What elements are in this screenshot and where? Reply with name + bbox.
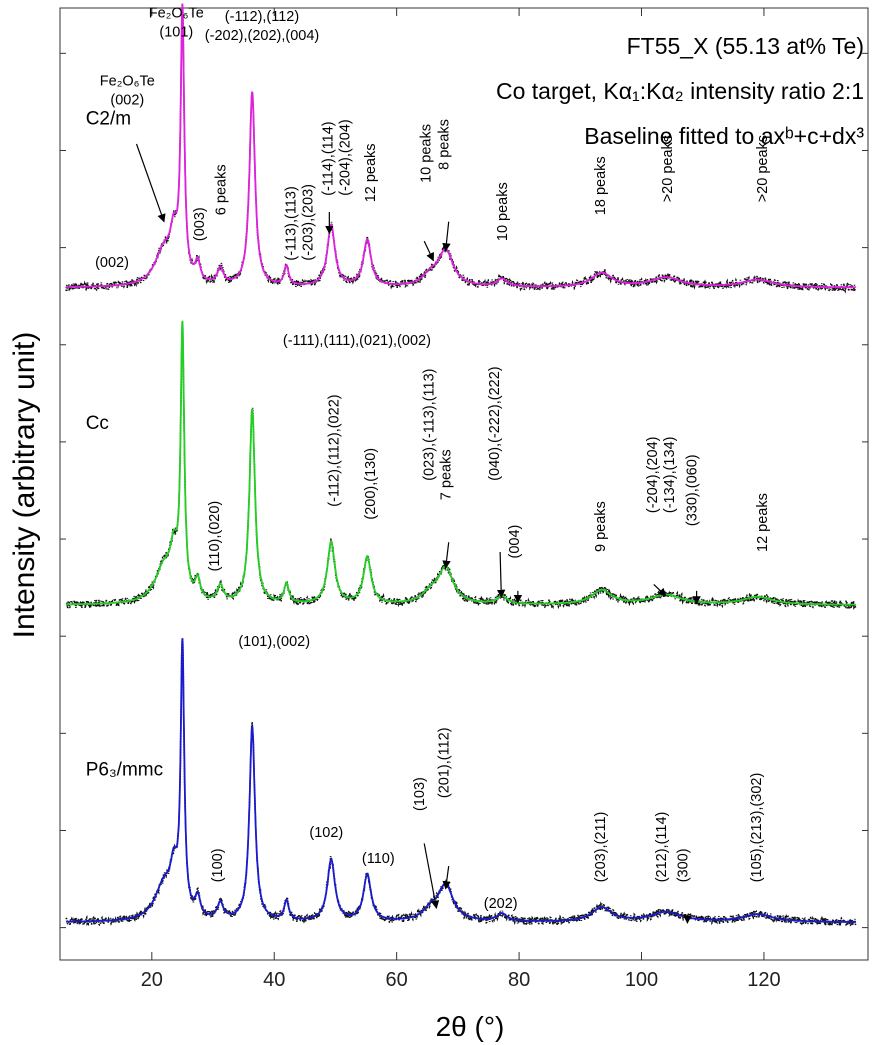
peak-annotation: 6 peaks bbox=[213, 164, 229, 215]
group-labels-layer: C2/m Cc P6₃/mmc bbox=[86, 109, 163, 781]
phase-group-label: C2/m bbox=[86, 109, 131, 130]
annotation-arrow bbox=[496, 551, 506, 599]
peak-annotation: (330),(060) bbox=[685, 454, 701, 526]
peak-annotation: (101),(002) bbox=[238, 634, 310, 650]
peak-annotation: 7 peaks bbox=[439, 449, 455, 500]
x-tick-label: 120 bbox=[747, 969, 780, 991]
peak-annotation: (003) bbox=[192, 207, 208, 241]
fit-line bbox=[66, 3, 856, 289]
peak-annotation: 8 peaks bbox=[437, 119, 453, 170]
peak-annotation: (212),(114) bbox=[654, 812, 670, 883]
peak-annotation: (004) bbox=[507, 525, 523, 559]
fit-line bbox=[66, 320, 856, 606]
fit-line bbox=[66, 638, 856, 923]
phase-group-label: P6₃/mmc bbox=[86, 759, 163, 780]
peak-annotation: Fe₂O₆Te (101) bbox=[149, 6, 204, 41]
peak-annotation: Fe₂O₆Te (002) bbox=[100, 74, 155, 109]
annotation-arrow bbox=[135, 143, 166, 223]
peak-annotation: (110),(020) bbox=[207, 501, 223, 572]
peak-annotation: (203),(211) bbox=[593, 812, 609, 883]
annotation-arrow bbox=[653, 583, 667, 597]
peak-annotation: (-112),(112) (-202),(202),(004) bbox=[205, 9, 319, 44]
peak-annotation: 18 peaks bbox=[593, 156, 609, 215]
peak-annotation: 9 peaks bbox=[593, 501, 609, 552]
peak-annotation: (102) bbox=[309, 825, 343, 841]
annotation-arrows-layer bbox=[135, 143, 701, 924]
peak-annotation: (201),(112) bbox=[437, 727, 453, 798]
plot-frame bbox=[59, 7, 869, 961]
series-layer bbox=[65, 3, 857, 929]
peak-annotation: (-111),(111),(021),(002) bbox=[283, 333, 431, 349]
series-group bbox=[65, 3, 857, 294]
peak-annotation: (002) bbox=[95, 255, 129, 271]
x-axis-title: 2θ (°) bbox=[436, 1011, 505, 1042]
peak-annotation: (-113),(113)(-203),(203) bbox=[284, 184, 317, 261]
phase-group-label: Cc bbox=[86, 413, 109, 434]
peak-annotation: (-114),(114)(-204),(204) bbox=[320, 119, 353, 196]
peak-annotation: (105),(213),(302) bbox=[749, 773, 765, 883]
peak-annotation: >20 peaks bbox=[755, 135, 771, 202]
peak-annotation: >20 peaks bbox=[660, 135, 676, 202]
peak-annotation: (-204),(204)(-134),(134) bbox=[645, 437, 678, 514]
annotation-arrow bbox=[442, 221, 451, 252]
peak-annotation: (100) bbox=[210, 848, 226, 882]
axis-ticks-layer: 20 40 60 80 100 120 bbox=[60, 8, 868, 991]
x-tick-label: 60 bbox=[386, 969, 408, 991]
annotation-arrow bbox=[423, 240, 434, 262]
x-tick-label: 80 bbox=[508, 969, 530, 991]
peak-annotation: 10 peaks bbox=[418, 124, 434, 183]
peak-annotation: 12 peaks bbox=[755, 493, 771, 552]
annotation-arrow bbox=[442, 542, 451, 570]
chart-title-line-3: Baseline fitted to axᵇ+c+dx³ bbox=[584, 123, 864, 149]
x-tick-label: 40 bbox=[263, 969, 285, 991]
peak-annotation: (-112),(112),(022) bbox=[327, 394, 343, 506]
x-tick-label: 20 bbox=[141, 969, 163, 991]
peak-annotation: (110) bbox=[362, 851, 395, 867]
peak-annotation: (023),(-113),(113) bbox=[421, 369, 437, 481]
peak-annotation: 12 peaks bbox=[363, 143, 379, 202]
peak-annotation: (202) bbox=[484, 896, 518, 912]
chart-title-line-1: FT55_X (55.13 at% Te) bbox=[627, 33, 864, 59]
annotation-arrow bbox=[442, 866, 451, 890]
peak-annotation: 10 peaks bbox=[495, 182, 511, 241]
annotation-arrow bbox=[423, 843, 440, 910]
x-tick-label: 100 bbox=[625, 969, 658, 991]
series-group bbox=[65, 320, 857, 611]
plot-frame-layer bbox=[59, 7, 869, 961]
peak-annotation: (300) bbox=[675, 848, 691, 882]
chart-title-line-2: Co target, Kα₁:Kα₂ intensity ratio 2:1 bbox=[496, 78, 864, 104]
peak-annotations-layer: Fe₂O₆Te (101) Fe₂O₆Te (002) (002) (003) 6 peak… bbox=[95, 6, 771, 913]
series-group bbox=[65, 638, 857, 929]
peak-annotation: (040),(-222),(222) bbox=[487, 366, 503, 480]
peak-annotation: (103) bbox=[412, 777, 428, 811]
y-axis-title: Intensity (arbitrary unit) bbox=[8, 332, 41, 639]
peak-annotation: (200),(130) bbox=[363, 448, 379, 520]
